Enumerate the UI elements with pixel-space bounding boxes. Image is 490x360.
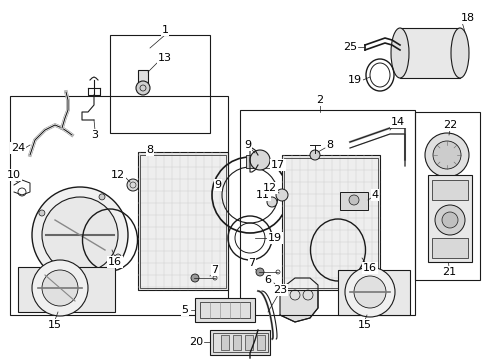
Text: 1: 1: [162, 25, 169, 35]
Circle shape: [433, 141, 461, 169]
Text: 16: 16: [108, 257, 122, 267]
Text: 8: 8: [326, 140, 334, 150]
Circle shape: [354, 276, 386, 308]
Bar: [240, 110, 415, 315]
Text: 9: 9: [245, 140, 251, 150]
Text: 10: 10: [7, 170, 21, 180]
Circle shape: [192, 190, 208, 206]
Text: 7: 7: [212, 265, 219, 275]
Text: 2: 2: [317, 95, 323, 105]
Text: 21: 21: [442, 267, 456, 277]
Text: 15: 15: [358, 320, 372, 330]
Bar: [432, 180, 468, 200]
Bar: [138, 70, 148, 88]
Circle shape: [349, 195, 359, 205]
Bar: [415, 112, 480, 280]
Circle shape: [158, 160, 168, 170]
Text: 13: 13: [158, 53, 172, 63]
Bar: [110, 35, 210, 133]
Text: 5: 5: [181, 305, 189, 315]
Text: 19: 19: [348, 75, 362, 85]
Bar: [400, 28, 460, 78]
Bar: [284, 158, 378, 288]
Bar: [200, 302, 250, 318]
Circle shape: [435, 205, 465, 235]
Text: 7: 7: [248, 258, 256, 268]
Circle shape: [39, 210, 45, 216]
Bar: [246, 155, 254, 168]
Text: 25: 25: [343, 42, 357, 52]
Bar: [432, 238, 468, 258]
Circle shape: [99, 194, 105, 200]
Bar: [221, 335, 229, 350]
Text: 12: 12: [263, 183, 277, 193]
Text: 15: 15: [48, 320, 62, 330]
Bar: [215, 194, 228, 202]
Circle shape: [32, 260, 88, 316]
Polygon shape: [280, 278, 318, 322]
Circle shape: [32, 187, 128, 283]
Text: 23: 23: [273, 285, 287, 295]
Circle shape: [115, 254, 121, 260]
Circle shape: [136, 81, 150, 95]
Bar: [340, 192, 368, 210]
Text: 22: 22: [443, 120, 457, 130]
Bar: [213, 333, 268, 352]
Text: 16: 16: [363, 263, 377, 273]
Circle shape: [276, 189, 288, 201]
Bar: [428, 175, 472, 262]
Bar: [338, 270, 410, 315]
Text: 17: 17: [271, 160, 285, 170]
Bar: [140, 155, 226, 288]
Bar: [233, 335, 241, 350]
Text: 4: 4: [371, 190, 379, 200]
Bar: [210, 330, 270, 355]
Circle shape: [310, 150, 320, 160]
Circle shape: [42, 197, 118, 273]
Circle shape: [191, 274, 199, 282]
Ellipse shape: [391, 28, 409, 78]
Circle shape: [55, 270, 61, 276]
Circle shape: [127, 179, 139, 191]
Circle shape: [256, 268, 264, 276]
Bar: [195, 298, 255, 322]
Circle shape: [42, 270, 78, 306]
Text: 6: 6: [265, 275, 271, 285]
Text: 18: 18: [461, 13, 475, 23]
Circle shape: [250, 150, 270, 170]
Bar: [18, 267, 115, 312]
Bar: [10, 96, 228, 315]
Text: 8: 8: [147, 145, 153, 155]
Text: 24: 24: [11, 143, 25, 153]
Circle shape: [267, 197, 277, 207]
Text: 9: 9: [215, 180, 221, 190]
Text: 19: 19: [268, 233, 282, 243]
Text: 20: 20: [189, 337, 203, 347]
Text: 12: 12: [111, 170, 125, 180]
Bar: [245, 335, 253, 350]
Circle shape: [345, 267, 395, 317]
Text: 11: 11: [256, 190, 270, 200]
Text: 3: 3: [92, 130, 98, 140]
Text: 14: 14: [391, 117, 405, 127]
Ellipse shape: [451, 28, 469, 78]
Bar: [282, 155, 380, 290]
Bar: [138, 152, 228, 290]
Bar: [257, 335, 265, 350]
Circle shape: [442, 212, 458, 228]
Circle shape: [425, 133, 469, 177]
